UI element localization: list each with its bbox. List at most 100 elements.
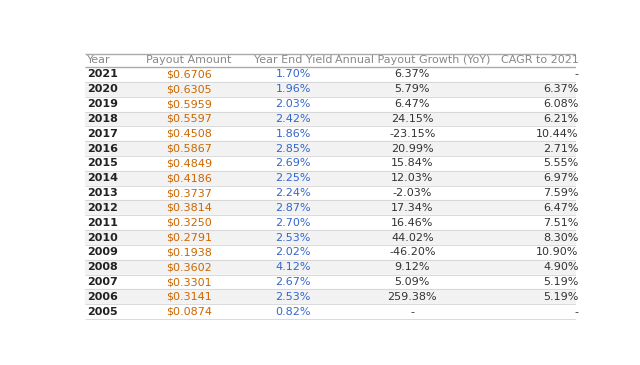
Text: Payout Amount: Payout Amount bbox=[147, 55, 232, 65]
Bar bbox=[85, 67, 581, 82]
Text: 10.90%: 10.90% bbox=[536, 247, 579, 257]
Text: Year: Year bbox=[88, 55, 111, 65]
Text: 4.12%: 4.12% bbox=[276, 262, 311, 272]
Text: $0.5959: $0.5959 bbox=[166, 99, 212, 109]
Text: 259.38%: 259.38% bbox=[387, 292, 437, 302]
Bar bbox=[85, 260, 581, 274]
Text: -: - bbox=[575, 69, 579, 80]
Text: 2011: 2011 bbox=[88, 218, 118, 228]
Text: -46.20%: -46.20% bbox=[389, 247, 436, 257]
Text: 2013: 2013 bbox=[88, 188, 118, 198]
Text: $0.3602: $0.3602 bbox=[166, 262, 212, 272]
Text: 2008: 2008 bbox=[88, 262, 118, 272]
Text: $0.4508: $0.4508 bbox=[166, 129, 212, 139]
Text: 2.70%: 2.70% bbox=[276, 218, 311, 228]
Text: 2007: 2007 bbox=[88, 277, 118, 287]
Text: 6.47%: 6.47% bbox=[543, 203, 579, 213]
Text: 2.03%: 2.03% bbox=[276, 99, 311, 109]
Text: $0.3814: $0.3814 bbox=[166, 203, 212, 213]
Text: 1.96%: 1.96% bbox=[276, 84, 311, 94]
Text: 2.24%: 2.24% bbox=[275, 188, 311, 198]
Bar bbox=[85, 141, 581, 156]
Text: 2005: 2005 bbox=[88, 307, 118, 317]
Bar bbox=[85, 156, 581, 171]
Text: 5.79%: 5.79% bbox=[395, 84, 430, 94]
Text: 24.15%: 24.15% bbox=[391, 114, 433, 124]
Text: $0.6706: $0.6706 bbox=[166, 69, 212, 80]
Text: 17.34%: 17.34% bbox=[391, 203, 433, 213]
Text: 5.19%: 5.19% bbox=[543, 277, 579, 287]
Text: 2.53%: 2.53% bbox=[276, 233, 311, 242]
Bar bbox=[85, 200, 581, 215]
Bar bbox=[85, 245, 581, 260]
Text: 6.08%: 6.08% bbox=[543, 99, 579, 109]
Bar bbox=[85, 171, 581, 186]
Text: 16.46%: 16.46% bbox=[391, 218, 433, 228]
Text: 2.67%: 2.67% bbox=[276, 277, 311, 287]
Text: 2021: 2021 bbox=[88, 69, 118, 80]
Text: 1.70%: 1.70% bbox=[276, 69, 311, 80]
Bar bbox=[85, 230, 581, 245]
Bar bbox=[85, 274, 581, 289]
Text: Year End Yield: Year End Yield bbox=[254, 55, 333, 65]
Text: $0.3301: $0.3301 bbox=[166, 277, 212, 287]
Text: 12.03%: 12.03% bbox=[391, 173, 433, 183]
Text: 2009: 2009 bbox=[88, 247, 118, 257]
Text: 2006: 2006 bbox=[88, 292, 118, 302]
Bar bbox=[85, 304, 581, 319]
Text: 2.69%: 2.69% bbox=[276, 158, 311, 168]
Text: $0.1938: $0.1938 bbox=[166, 247, 212, 257]
Text: 2.42%: 2.42% bbox=[275, 114, 311, 124]
Text: 2.53%: 2.53% bbox=[276, 292, 311, 302]
Text: 10.44%: 10.44% bbox=[536, 129, 579, 139]
Text: 2015: 2015 bbox=[88, 158, 118, 168]
Text: 6.21%: 6.21% bbox=[543, 114, 579, 124]
Text: 2.02%: 2.02% bbox=[276, 247, 311, 257]
Text: 6.97%: 6.97% bbox=[543, 173, 579, 183]
Text: 5.19%: 5.19% bbox=[543, 292, 579, 302]
Text: 2.87%: 2.87% bbox=[275, 203, 311, 213]
Text: 1.86%: 1.86% bbox=[276, 129, 311, 139]
Text: 5.09%: 5.09% bbox=[395, 277, 430, 287]
Text: CAGR to 2021: CAGR to 2021 bbox=[500, 55, 579, 65]
Text: -: - bbox=[575, 307, 579, 317]
Text: 2019: 2019 bbox=[88, 99, 118, 109]
Text: 6.37%: 6.37% bbox=[395, 69, 430, 80]
Text: -23.15%: -23.15% bbox=[389, 129, 435, 139]
Bar bbox=[85, 52, 581, 67]
Text: -2.03%: -2.03% bbox=[392, 188, 432, 198]
Bar bbox=[85, 186, 581, 200]
Text: 4.90%: 4.90% bbox=[543, 262, 579, 272]
Text: 44.02%: 44.02% bbox=[391, 233, 434, 242]
Text: 7.59%: 7.59% bbox=[543, 188, 579, 198]
Text: 15.84%: 15.84% bbox=[391, 158, 433, 168]
Bar bbox=[85, 126, 581, 141]
Text: Annual Payout Growth (YoY): Annual Payout Growth (YoY) bbox=[335, 55, 490, 65]
Text: $0.0874: $0.0874 bbox=[166, 307, 212, 317]
Text: 5.55%: 5.55% bbox=[543, 158, 579, 168]
Text: 2012: 2012 bbox=[88, 203, 118, 213]
Text: 0.82%: 0.82% bbox=[276, 307, 311, 317]
Bar bbox=[85, 112, 581, 126]
Text: 6.37%: 6.37% bbox=[543, 84, 579, 94]
Text: $0.5867: $0.5867 bbox=[166, 143, 212, 154]
Text: $0.5597: $0.5597 bbox=[166, 114, 212, 124]
Text: 2018: 2018 bbox=[88, 114, 118, 124]
Text: 20.99%: 20.99% bbox=[391, 143, 434, 154]
Bar bbox=[85, 289, 581, 304]
Text: 2.85%: 2.85% bbox=[276, 143, 311, 154]
Text: 2014: 2014 bbox=[88, 173, 118, 183]
Text: -: - bbox=[410, 307, 414, 317]
Text: 2.71%: 2.71% bbox=[543, 143, 579, 154]
Text: 6.47%: 6.47% bbox=[395, 99, 430, 109]
Bar bbox=[85, 82, 581, 97]
Text: 2020: 2020 bbox=[88, 84, 118, 94]
Text: $0.6305: $0.6305 bbox=[166, 84, 212, 94]
Text: 2010: 2010 bbox=[88, 233, 118, 242]
Text: $0.3250: $0.3250 bbox=[166, 218, 212, 228]
Bar bbox=[85, 215, 581, 230]
Text: 8.30%: 8.30% bbox=[543, 233, 579, 242]
Text: 2016: 2016 bbox=[88, 143, 118, 154]
Text: 7.51%: 7.51% bbox=[543, 218, 579, 228]
Text: $0.3141: $0.3141 bbox=[166, 292, 212, 302]
